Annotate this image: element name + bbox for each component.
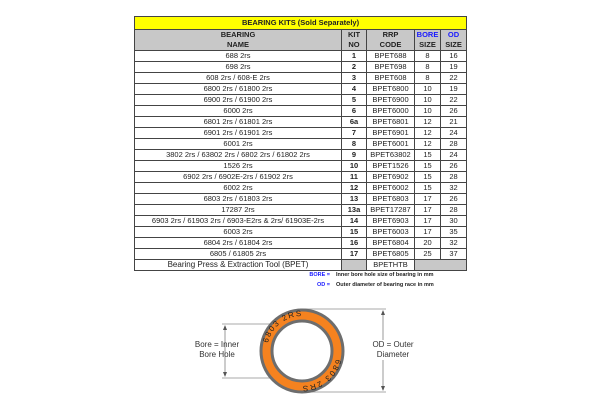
arrow-down-icon [381,386,385,391]
header-bore-size: BORE SIZE [414,29,441,51]
header-bearing-name: BEARING NAME [134,29,342,51]
tool-code: BPETHTB [366,259,415,271]
od-label: OD = Outer Diameter [358,340,428,360]
tool-row: Bearing Press & Extraction Tool (BPET) BP… [134,259,468,271]
table-row: 3802 2rs / 63802 2rs / 6802 2rs / 61802 … [134,149,468,161]
table-title: BEARING KITS (Sold Separately) [133,16,468,30]
legend-od: OD = Outer diameter of bearing race in mm [317,282,434,288]
legend-bore: BORE = Inner bore hole size of bearing in… [309,272,434,278]
bearing-kits-table: BEARING KITS (Sold Separately) BEARING NA… [133,16,468,271]
arrow-up-icon [223,325,227,330]
bore-label: Bore = Inner Bore Hole [194,340,240,359]
table-row: 6003 2rs 15 BPET6003 17 35 [134,226,468,238]
table-row: 6803 2rs / 61803 2rs 13 BPET6803 17 26 [134,193,468,205]
arrow-up-icon [381,310,385,315]
bearing-inner-bore [270,319,334,383]
table-row: 6901 2rs / 61901 2rs 7 BPET6901 12 24 [134,127,468,139]
table-row: 17287 2rs 13a BPET17287 17 28 [134,204,468,216]
table-row: 6800 2rs / 61800 2rs 4 BPET6800 10 19 [134,83,468,95]
table-row: 6001 2rs 8 BPET6001 12 28 [134,138,468,150]
arrow-down-icon [223,372,227,377]
table-row: 1526 2rs 10 BPET1526 15 26 [134,160,468,172]
